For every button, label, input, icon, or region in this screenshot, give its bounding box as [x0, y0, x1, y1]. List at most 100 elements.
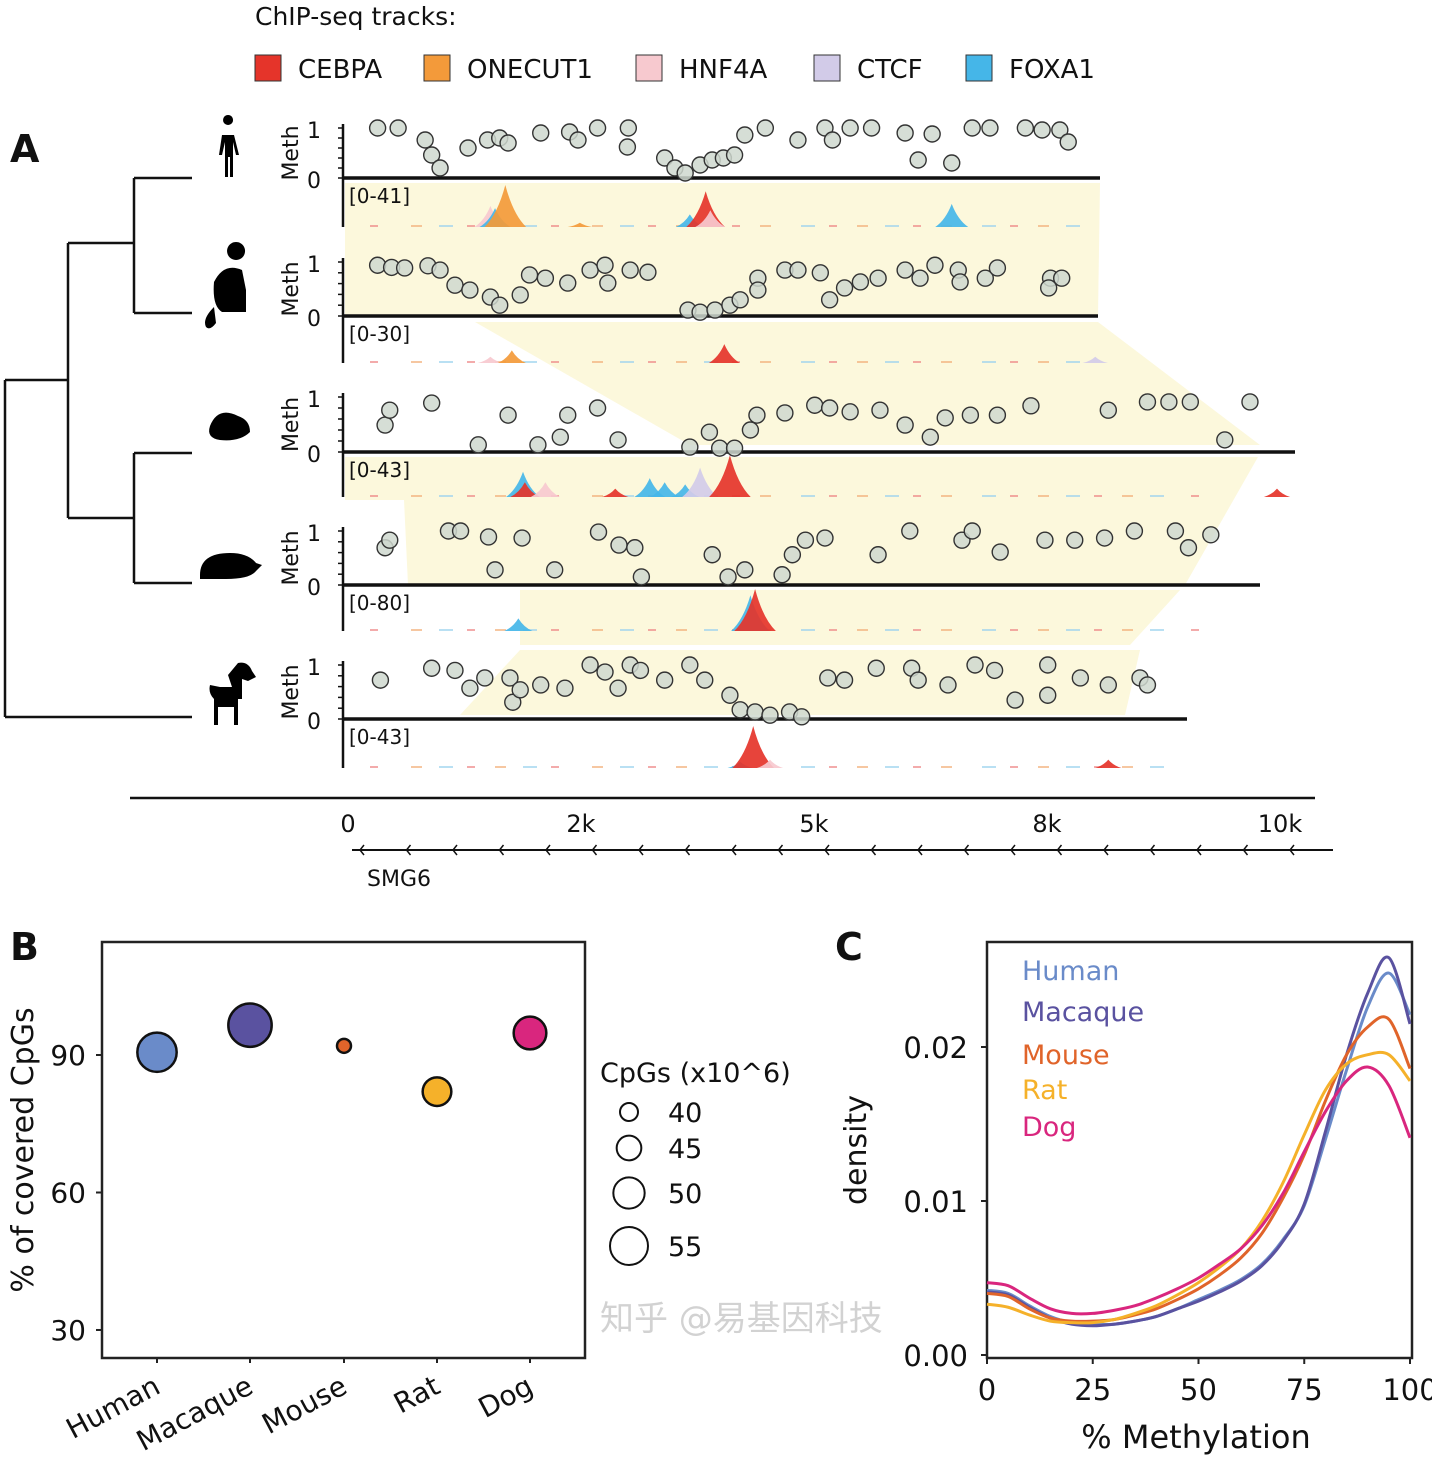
meth-tick-1: 1 [307, 522, 321, 547]
legend-swatch-foxa1 [965, 54, 993, 82]
legend-title: ChIP-seq tracks: [255, 2, 457, 31]
chip-peak-hnf4a [477, 356, 504, 363]
meth-axis-label: Meth [279, 397, 304, 452]
meth-point [1033, 121, 1051, 139]
meth-point [719, 568, 737, 586]
meth-point [556, 679, 574, 697]
chip-peak-hnf4a [695, 210, 726, 227]
meth-point [681, 438, 699, 456]
macaque-icon [205, 242, 246, 329]
meth-point [789, 261, 807, 279]
chip-peak-cebpa [686, 191, 726, 227]
meth-point [1166, 522, 1185, 540]
legend-label-macaque: Macaque [1022, 997, 1144, 1028]
meth-point [796, 531, 815, 549]
meth-point [792, 708, 811, 726]
bubble-mouse [335, 1037, 353, 1055]
meth-point [368, 119, 387, 137]
chip-range-label: [0-43] [349, 725, 410, 749]
meth-point [559, 406, 577, 424]
meth-point [559, 274, 577, 292]
chip-range-label: [0-80] [349, 591, 410, 615]
bubble-rat [421, 1076, 453, 1108]
meth-point [1051, 121, 1069, 139]
chip-range-label: [0-43] [349, 458, 410, 482]
meth-point [639, 263, 657, 281]
meth-point [381, 531, 399, 549]
synteny-region [345, 457, 1258, 585]
chip-legend: CEBPA ONECUT1 HNF4A CTCF FOXA1 [254, 54, 1095, 85]
x-tick-label: 50 [1180, 1373, 1217, 1407]
meth-point [513, 529, 531, 547]
meth-point [783, 546, 802, 564]
meth-point [1138, 676, 1157, 694]
gene-strand-arrow [498, 844, 505, 856]
meth-point [731, 701, 749, 719]
y-tick-label: 0.01 [903, 1185, 968, 1219]
x-tick-label: 75 [1286, 1373, 1323, 1407]
meth-point [1099, 676, 1118, 694]
chip-peak-cebpa [709, 455, 751, 497]
legend-label-human: Human [1022, 956, 1119, 987]
meth-point [851, 273, 870, 291]
meth-point [761, 706, 779, 724]
meth-point [569, 131, 587, 149]
meth-point [609, 679, 627, 697]
meth-point [776, 404, 794, 422]
chip-peak-cebpa [510, 482, 540, 497]
x-tick-label-mouse: Mouse [257, 1369, 353, 1441]
meth-point [581, 656, 599, 674]
chip-peak-onecut1 [497, 350, 526, 363]
meth-point [461, 679, 479, 697]
meth-point [901, 522, 919, 540]
legend-swatch-ctcf [813, 54, 841, 82]
gene-strand-arrow [359, 844, 365, 856]
meth-point [1099, 401, 1118, 419]
meth-point [896, 261, 914, 279]
meth-point [451, 522, 470, 540]
meth-point [706, 301, 724, 319]
size-legend-circle [612, 1176, 646, 1210]
meth-point [869, 546, 887, 564]
chip-peak-foxa1 [650, 482, 680, 497]
gene-strand-arrow [777, 844, 784, 856]
meth-point [981, 119, 999, 137]
gene-strand-arrow [917, 844, 923, 856]
meth-point [499, 134, 517, 152]
meth-point [589, 523, 608, 541]
meth-point [921, 428, 939, 446]
meth-point [1006, 691, 1024, 709]
size-legend-circle [619, 1102, 639, 1122]
meth-point [1138, 393, 1157, 411]
meth-point [991, 543, 1009, 561]
meth-point [1066, 531, 1084, 549]
meth-point [631, 661, 650, 680]
meth-point [988, 406, 1007, 424]
density-line-mouse [986, 1015, 1412, 1323]
legend-label-rat: Rat [1022, 1075, 1067, 1106]
chip-peak-cebpa [602, 488, 629, 497]
x-axis-label: % Methylation [1081, 1418, 1310, 1456]
meth-point [1039, 656, 1057, 674]
position-tick-label: 2k [566, 810, 595, 838]
density-line-dog [986, 1065, 1412, 1316]
gene-strand-arrow [731, 844, 737, 856]
chip-peak-hnf4a [756, 759, 784, 768]
chip-peak-foxa1 [504, 618, 533, 631]
meth-point [609, 431, 627, 449]
meth-point [536, 269, 555, 287]
meth-point [479, 528, 498, 546]
meth-point [619, 119, 638, 137]
meth-point [499, 406, 517, 424]
y-tick-label: 0.00 [903, 1339, 968, 1373]
meth-point [446, 661, 464, 680]
chip-range-label: [0-30] [349, 322, 410, 346]
meth-point [395, 259, 414, 277]
meth-point [896, 124, 914, 142]
meth-point [1216, 431, 1234, 449]
gene-strand-arrow [452, 844, 458, 856]
meth-tick-0: 0 [307, 169, 321, 194]
y-axis-label: % of covered CpGs [6, 1007, 41, 1292]
